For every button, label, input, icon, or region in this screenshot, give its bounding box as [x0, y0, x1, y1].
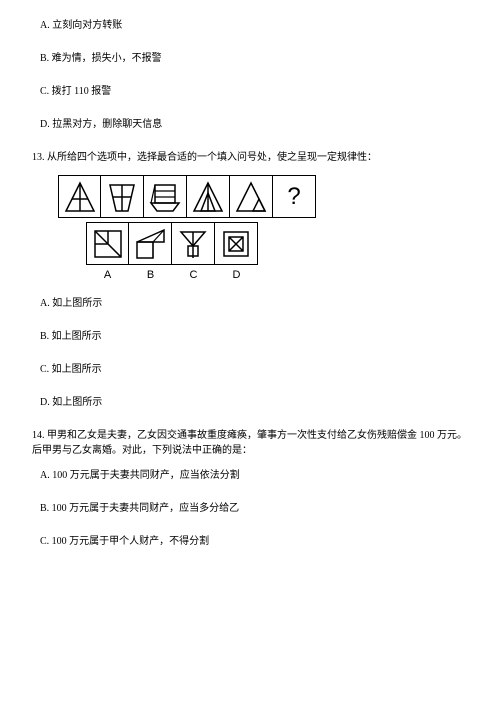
- label-b: B: [129, 265, 172, 284]
- label-d: D: [215, 265, 258, 284]
- fig-opt-a: [90, 226, 126, 262]
- q14-stem: 14. 甲男和乙女是夫妻，乙女因交通事故重度瘫痪，肇事方一次性支付给乙女伤残赔偿…: [32, 428, 468, 458]
- q12-option-d[interactable]: D. 拉黑对方，删除聊天信息: [40, 117, 468, 132]
- fig-trapezoid-lines: [104, 179, 140, 215]
- option-text: D. 如上图所示: [40, 397, 102, 408]
- seq-cell-2: [101, 175, 144, 218]
- q12-option-a[interactable]: A. 立刻向对方转账: [40, 18, 468, 33]
- label-c: C: [172, 265, 215, 284]
- question-mark-icon: ?: [287, 179, 300, 215]
- option-text: B. 100 万元属于夫妻共同财产，应当多分给乙: [40, 503, 239, 514]
- q13-option-b[interactable]: B. 如上图所示: [40, 329, 468, 344]
- q13-option-d[interactable]: D. 如上图所示: [40, 395, 468, 410]
- q14-option-a[interactable]: A. 100 万元属于夫妻共同财产，应当依法分割: [40, 468, 468, 483]
- option-text: B. 如上图所示: [40, 331, 102, 342]
- fig-tri-corner: [233, 179, 269, 215]
- option-text: C. 拨打 110 报警: [40, 86, 111, 97]
- option-text: C. 100 万元属于甲个人财产，不得分割: [40, 536, 209, 547]
- option-text: A. 如上图所示: [40, 298, 102, 309]
- seq-cell-6-placeholder: ?: [273, 175, 316, 218]
- option-text: A. 立刻向对方转账: [40, 20, 122, 31]
- opt-cell-a[interactable]: [86, 222, 129, 265]
- fig-opt-d: [218, 226, 254, 262]
- opt-cell-b[interactable]: [129, 222, 172, 265]
- fig-triangle-lines: [62, 179, 98, 215]
- seq-cell-5: [230, 175, 273, 218]
- q12-option-c[interactable]: C. 拨打 110 报警: [40, 84, 468, 99]
- q13-sequence-row: ?: [58, 175, 468, 218]
- q13-option-labels: A B C D: [86, 265, 468, 284]
- q13-figure: ?: [58, 175, 468, 284]
- q14-option-c[interactable]: C. 100 万元属于甲个人财产，不得分割: [40, 534, 468, 549]
- opt-cell-d[interactable]: [215, 222, 258, 265]
- q13-stem-text: 13. 从所给四个选项中，选择最合适的一个填入问号处，使之呈现一定规律性：: [32, 152, 377, 163]
- q13-stem: 13. 从所给四个选项中，选择最合适的一个填入问号处，使之呈现一定规律性：: [32, 150, 468, 165]
- option-text: A. 100 万元属于夫妻共同财产，应当依法分割: [40, 470, 240, 481]
- fig-opt-c: [175, 226, 211, 262]
- q13-option-a[interactable]: A. 如上图所示: [40, 296, 468, 311]
- seq-cell-1: [58, 175, 101, 218]
- q14-option-b[interactable]: B. 100 万元属于夫妻共同财产，应当多分给乙: [40, 501, 468, 516]
- option-text: C. 如上图所示: [40, 364, 102, 375]
- q13-options-row: [86, 222, 468, 265]
- option-text: B. 难为情，损失小，不报警: [40, 53, 162, 64]
- opt-cell-c[interactable]: [172, 222, 215, 265]
- fig-opt-b: [132, 226, 168, 262]
- fig-tri-inner: [190, 179, 226, 215]
- q14-stem-text: 14. 甲男和乙女是夫妻，乙女因交通事故重度瘫痪，肇事方一次性支付给乙女伤残赔偿…: [32, 430, 467, 456]
- q12-option-b[interactable]: B. 难为情，损失小，不报警: [40, 51, 468, 66]
- seq-cell-3: [144, 175, 187, 218]
- seq-cell-4: [187, 175, 230, 218]
- option-text: D. 拉黑对方，删除聊天信息: [40, 119, 162, 130]
- q13-option-c[interactable]: C. 如上图所示: [40, 362, 468, 377]
- label-a: A: [86, 265, 129, 284]
- fig-boat-lines: [147, 179, 183, 215]
